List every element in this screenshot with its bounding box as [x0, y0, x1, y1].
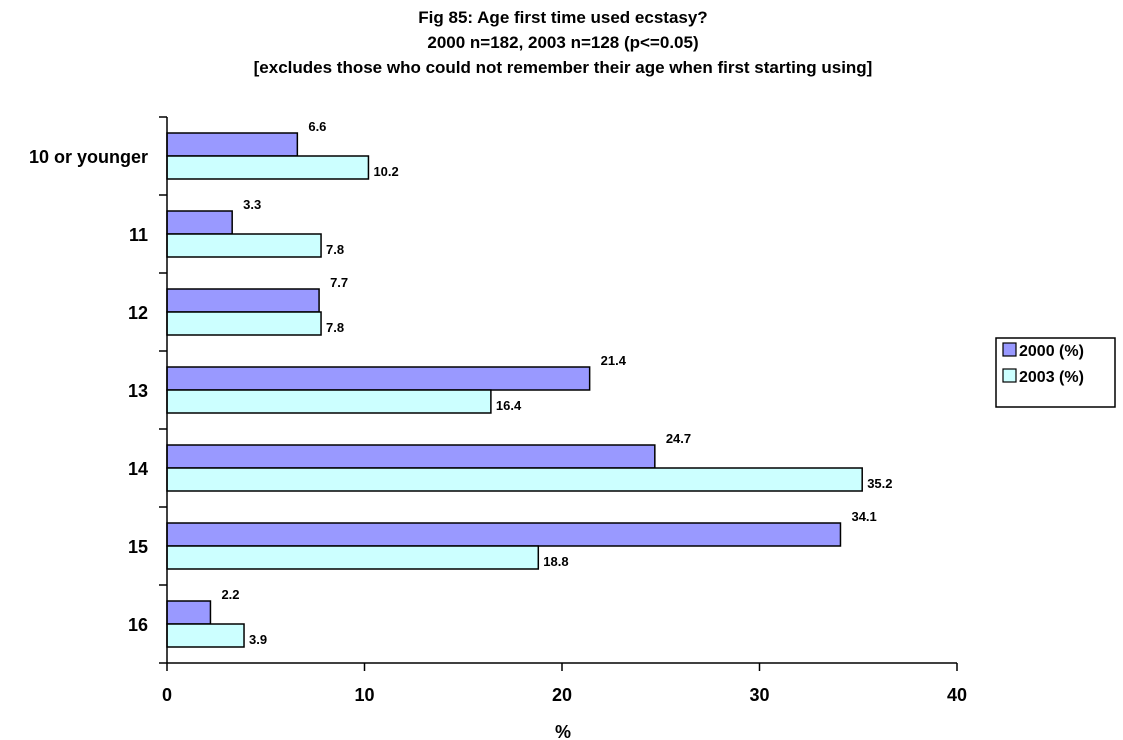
- legend-swatch: [1002, 342, 1017, 357]
- bar-2000-3: [166, 366, 591, 391]
- bar-2003-1: [166, 233, 322, 258]
- data-label: 7.8: [326, 242, 344, 257]
- chart-title-line-1: Fig 85: Age first time used ecstasy?: [418, 8, 707, 27]
- data-label: 18.8: [543, 554, 568, 569]
- x-tick-label: 10: [354, 685, 374, 705]
- y-tick-label: 11: [129, 225, 148, 245]
- y-axis: 10 or younger 11 12 13 14 15 16: [29, 116, 168, 664]
- y-tick-label: 13: [128, 381, 148, 401]
- x-tick-label: 0: [162, 685, 172, 705]
- data-label: 35.2: [867, 476, 892, 491]
- y-tick-label: 14: [128, 459, 148, 479]
- bar-2003-0: [166, 155, 370, 180]
- legend-label: 2003 (%): [1019, 369, 1084, 386]
- chart-title-line-2: 2000 n=182, 2003 n=128 (p<=0.05): [427, 33, 698, 52]
- y-tick-label: 16: [128, 615, 148, 635]
- data-label: 21.4: [601, 353, 627, 368]
- x-tick-label: 20: [552, 685, 572, 705]
- y-tick-label: 12: [128, 303, 148, 323]
- chart-title: Fig 85: Age first time used ecstasy? 200…: [254, 8, 873, 77]
- data-label: 7.8: [326, 320, 344, 335]
- bar-2000-4: [166, 444, 656, 469]
- bar-2003-5: [166, 545, 540, 570]
- plot-area: 6.6 10.2 3.3 7.8 7.7 7.8 21.4 16.4 24.7 35.2 34.1 1…: [166, 119, 893, 648]
- data-label: 3.3: [243, 197, 261, 212]
- legend: 2000 (%) 2003 (%): [995, 337, 1116, 408]
- bar-2000-0: [166, 132, 299, 157]
- data-label: 16.4: [496, 398, 522, 413]
- x-tick-label: 30: [749, 685, 769, 705]
- legend-label: 2000 (%): [1019, 343, 1084, 360]
- data-label: 24.7: [666, 431, 691, 446]
- y-tick-label: 15: [128, 537, 148, 557]
- bar-2003-6: [166, 623, 245, 648]
- bar-2003-4: [166, 467, 863, 492]
- data-label: 34.1: [851, 509, 876, 524]
- bar-2000-2: [166, 288, 320, 313]
- legend-swatch: [1002, 368, 1017, 383]
- bar-2003-3: [166, 389, 492, 414]
- chart-title-line-3: [excludes those who could not remember t…: [254, 58, 873, 77]
- x-axis: 0 10 20 30 40: [162, 662, 967, 705]
- x-tick-label: 40: [947, 685, 967, 705]
- bar-2000-5: [166, 522, 842, 547]
- bar-2000-6: [166, 600, 212, 625]
- data-label: 6.6: [308, 119, 326, 134]
- data-label: 3.9: [249, 632, 267, 647]
- data-label: 7.7: [330, 275, 348, 290]
- bar-2003-2: [166, 311, 322, 336]
- data-label: 2.2: [221, 587, 239, 602]
- data-label: 10.2: [373, 164, 398, 179]
- x-axis-label: %: [555, 722, 571, 740]
- bar-2000-1: [166, 210, 233, 235]
- y-tick-label: 10 or younger: [29, 147, 148, 167]
